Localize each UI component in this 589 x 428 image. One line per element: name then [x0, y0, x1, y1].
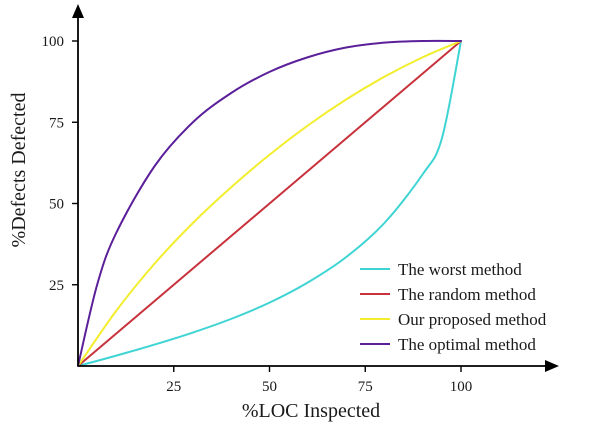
- y-tick-label: 75: [49, 115, 64, 131]
- x-tick-label: 100: [450, 379, 473, 395]
- series-layer: [77, 39, 462, 367]
- legend-label: The optimal method: [398, 335, 536, 354]
- legend-item: Our proposed method: [360, 310, 547, 329]
- y-tick-label: 25: [49, 278, 64, 294]
- legend-item: The worst method: [360, 260, 522, 279]
- legend-label: Our proposed method: [398, 310, 547, 329]
- legend-item: The random method: [360, 285, 536, 304]
- legend-label: The random method: [398, 285, 536, 304]
- axes: 25 50 75 100 25 50 75 100: [42, 4, 559, 395]
- y-tick-label: 100: [42, 34, 65, 50]
- series-line-2: [77, 40, 462, 367]
- series-line-3: [77, 40, 462, 367]
- x-tick-label: 75: [358, 379, 373, 395]
- y-axis-arrow-icon: [72, 4, 84, 18]
- series-line-1: [77, 40, 462, 367]
- x-axis-title: %LOC Inspected: [242, 400, 380, 422]
- x-axis-arrow-icon: [545, 360, 559, 372]
- legend-label: The worst method: [398, 260, 522, 279]
- plot-area: [77, 39, 462, 367]
- series-line-4: [77, 39, 462, 367]
- y-axis-title: %Defects Defected: [8, 93, 30, 248]
- legend-item: The optimal method: [360, 335, 536, 354]
- x-tick-label: 25: [166, 379, 181, 395]
- legend: The worst method The random method Our pro…: [360, 260, 547, 354]
- x-ticks: 25 50 75 100: [166, 366, 472, 395]
- y-ticks: 25 50 75 100: [42, 34, 78, 294]
- y-tick-label: 50: [49, 197, 64, 213]
- x-tick-label: 50: [262, 379, 277, 395]
